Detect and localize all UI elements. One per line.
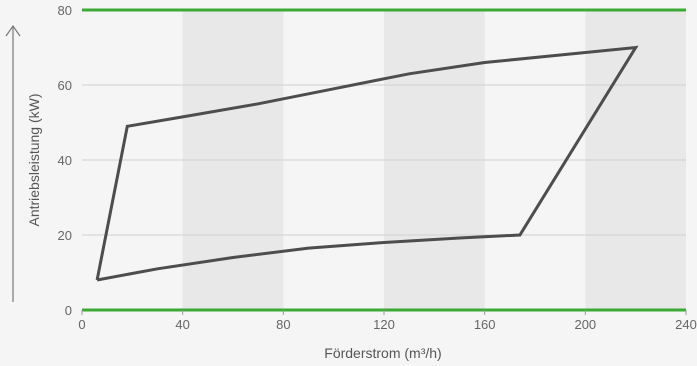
y-tick-label: 40 xyxy=(58,153,72,168)
y-axis-label: Antriebsleistung (kW) xyxy=(26,93,42,226)
x-tick-label: 120 xyxy=(373,317,395,332)
x-tick-label: 200 xyxy=(574,317,596,332)
x-tick-label: 240 xyxy=(675,317,697,332)
y-axis-arrow xyxy=(5,24,21,302)
x-axis-label: Förderstrom (m³/h) xyxy=(324,345,441,361)
x-tick-label: 40 xyxy=(175,317,189,332)
y-tick-label: 20 xyxy=(58,228,72,243)
series-group xyxy=(95,45,639,282)
limit-lines xyxy=(81,8,687,315)
series-line xyxy=(95,45,639,282)
y-tick-labels: 0 20 40 60 80 xyxy=(58,3,72,318)
x-tick-label: 160 xyxy=(474,317,496,332)
y-tick-label: 60 xyxy=(58,78,72,93)
y-tick-label: 0 xyxy=(65,303,72,318)
x-tick-labels: 0 40 80 120 160 200 240 xyxy=(78,317,696,332)
y-arrow-head xyxy=(5,24,21,37)
gridlines xyxy=(82,84,686,236)
y-tick-label: 80 xyxy=(58,3,72,18)
x-tick-label: 80 xyxy=(276,317,290,332)
x-tick-label: 0 xyxy=(78,317,85,332)
